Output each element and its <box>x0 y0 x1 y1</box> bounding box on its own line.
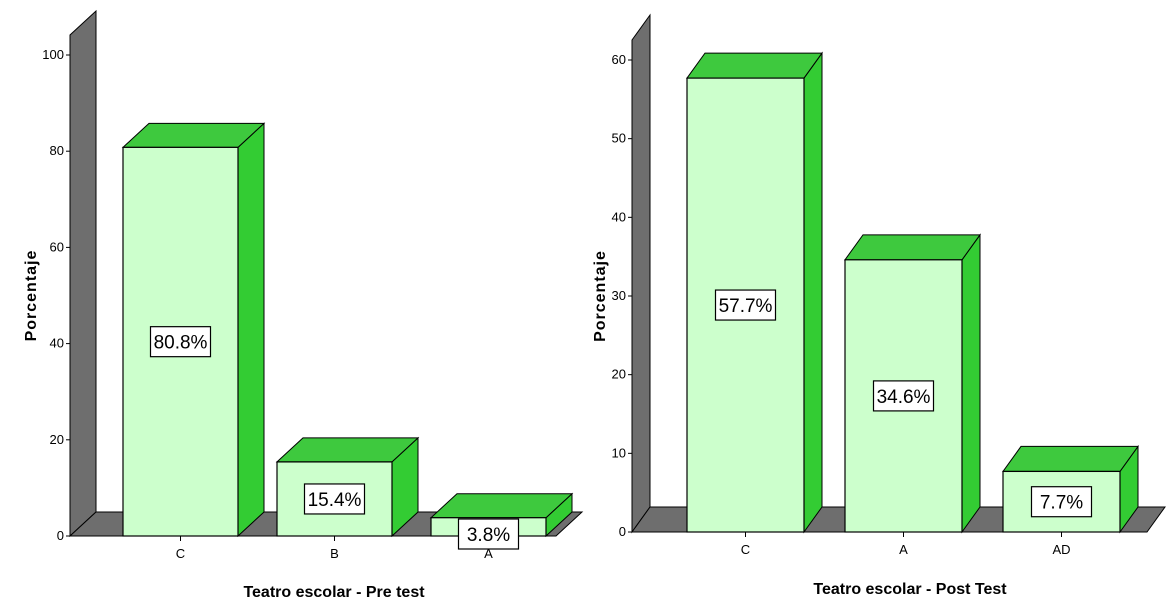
x-tick-label: A <box>899 542 908 557</box>
y-tick-label: 0 <box>57 528 64 543</box>
data-label: 57.7% <box>719 296 773 317</box>
y-tick-label: 0 <box>619 524 626 539</box>
bar-top <box>1002 445 1139 472</box>
y-tick-label: 30 <box>612 288 626 303</box>
chart-post-test-svg: 0 10 20 30 40 50 60 Porcentaje C 57.7% A 34.6% AD 7.7… <box>592 13 1166 598</box>
chart-wall <box>631 13 651 534</box>
data-label-box <box>457 518 520 550</box>
bar-top <box>844 234 981 261</box>
y-tick-label: 20 <box>612 367 626 382</box>
y-axis-title: Porcentaje <box>592 250 609 342</box>
data-label-box <box>1030 486 1093 518</box>
chart-wall <box>69 9 97 538</box>
bar-side <box>961 233 981 534</box>
y-tick-label: 50 <box>612 131 626 146</box>
data-label: 3.8% <box>467 525 510 546</box>
data-label: 15.4% <box>308 490 362 511</box>
y-tick-label: 100 <box>42 47 64 62</box>
bar-ad <box>1002 444 1139 534</box>
y-tick-label: 60 <box>612 52 626 67</box>
x-tick-label: AD <box>1052 542 1070 557</box>
data-label-box <box>872 380 935 412</box>
y-tick-label: 40 <box>612 209 626 224</box>
bar-side <box>237 122 265 538</box>
x-tick-label: C <box>741 542 750 557</box>
chart-pre-test: 0 20 40 60 80 100 Porcentaje C 80.8% B 15.4% A 3.8% T… <box>0 0 585 608</box>
x-tick-label: A <box>484 546 493 561</box>
y-tick-label: 60 <box>50 239 64 254</box>
y-tick-label: 80 <box>50 143 64 158</box>
data-label-box <box>149 326 212 358</box>
y-axis-title: Porcentaje <box>23 250 40 342</box>
data-label: 34.6% <box>877 387 931 408</box>
y-tick-label: 20 <box>50 432 64 447</box>
data-label-box <box>303 483 366 515</box>
x-tick-label: C <box>176 546 185 561</box>
x-axis-title: Teatro escolar - Pre test <box>243 584 425 601</box>
x-axis-title: Teatro escolar - Post Test <box>813 581 1007 598</box>
data-label-box <box>714 289 777 321</box>
bar-side <box>803 51 823 534</box>
chart-post-test: 0 10 20 30 40 50 60 Porcentaje C 57.7% A 34.6% AD 7.7… <box>585 0 1170 608</box>
chart-pre-test-svg: 0 20 40 60 80 100 Porcentaje C 80.8% B 15.4% A3.8% T… <box>23 9 584 601</box>
bar-top <box>686 52 823 79</box>
y-tick-label: 10 <box>612 445 626 460</box>
y-tick-label: 40 <box>50 336 64 351</box>
data-label: 80.8% <box>154 333 208 354</box>
data-label: 7.7% <box>1040 493 1083 514</box>
x-tick-label: B <box>330 546 339 561</box>
